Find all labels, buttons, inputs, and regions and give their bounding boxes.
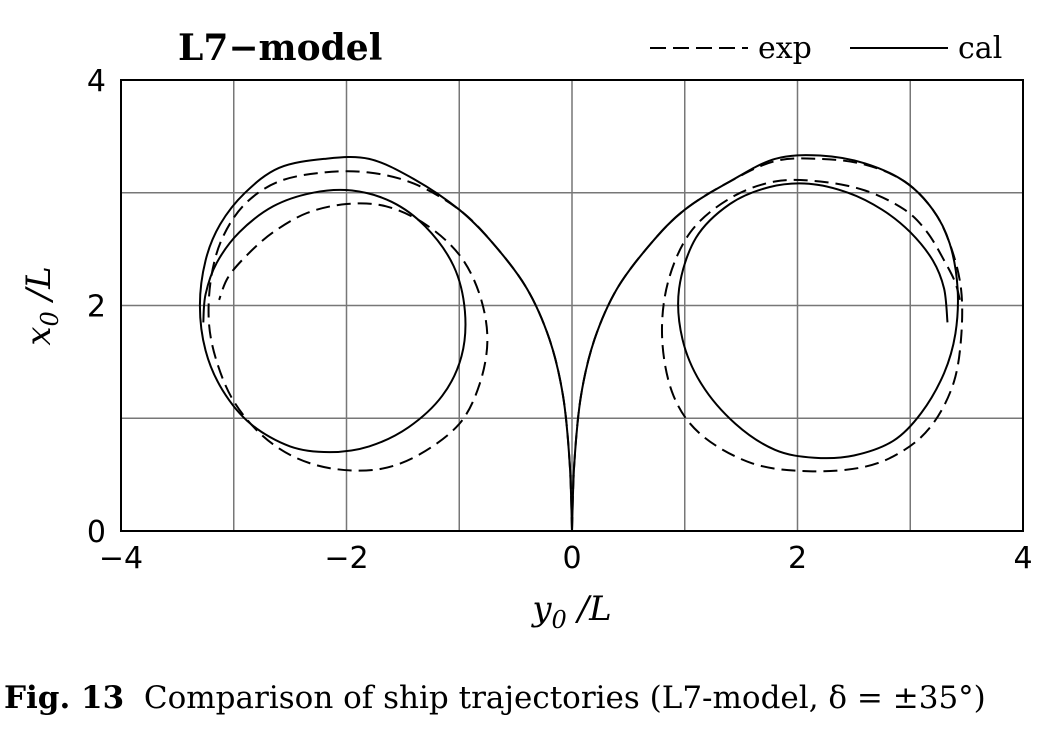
x-tick-label: 4	[1013, 541, 1032, 576]
plot-frame	[120, 79, 1024, 532]
x-tick-label: −2	[324, 541, 368, 576]
grid	[121, 80, 1023, 531]
y-tick-label: 4	[87, 64, 106, 99]
series-line-exp-0	[571, 157, 964, 532]
legend-label-exp: exp	[758, 31, 812, 66]
series-line-cal-1	[571, 154, 959, 532]
legend: exp cal	[650, 31, 1002, 66]
legend-label-cal: cal	[958, 31, 1002, 66]
series-group	[198, 154, 964, 532]
y-tick-label: 0	[87, 515, 106, 550]
x-axis: −4 −2 0 2 4	[99, 541, 1033, 576]
x-axis-label: y0 /L	[530, 589, 611, 634]
series-line-cal-3	[198, 156, 573, 532]
y-axis-label: x0 /L	[19, 266, 64, 345]
y-axis: 0 2 4	[87, 64, 106, 550]
series-line-exp-2	[207, 170, 573, 532]
caption-label: Fig. 13	[4, 680, 125, 716]
x-tick-label: 0	[562, 541, 581, 576]
caption-text: Comparison of ship trajectories (L7-mode…	[143, 680, 986, 716]
y-tick-label: 2	[87, 290, 106, 325]
figure-caption: Fig. 13 Comparison of ship trajectories …	[4, 680, 986, 716]
chart-title: L7−model	[178, 27, 382, 69]
x-tick-label: −4	[99, 541, 143, 576]
trajectory-chart: L7−model exp cal −4 −2 0 2 4 0 2 4 y0 /L x0 /L	[19, 27, 1033, 634]
x-tick-label: 2	[788, 541, 807, 576]
